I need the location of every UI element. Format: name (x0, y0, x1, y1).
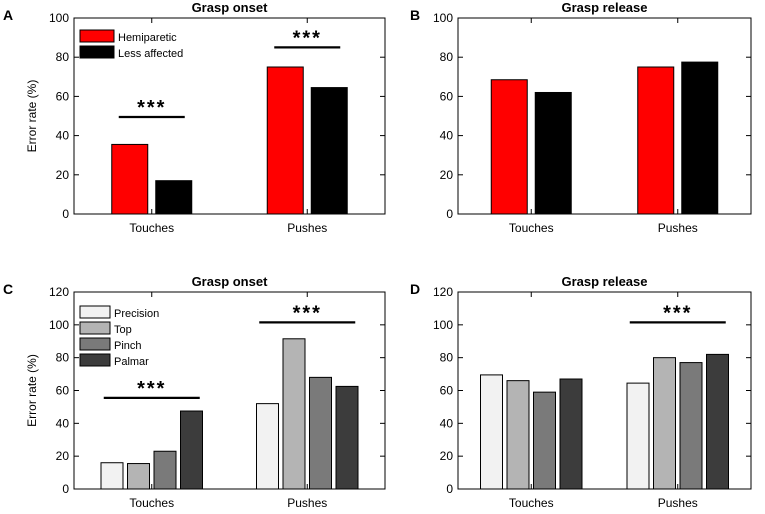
panel-a-ylabel: Error rate (%) (25, 80, 39, 153)
panel-c-title: Grasp onset (192, 274, 269, 289)
panel-a-ytick-label: 40 (56, 129, 70, 143)
panel-c-ytick-label: 120 (49, 285, 69, 299)
panel-a-ytick-label: 20 (56, 168, 70, 182)
panel-a-title: Grasp onset (192, 0, 269, 15)
panel-d-axes-box (457, 291, 752, 490)
panel-a-legend-label-hemiparetic: Hemiparetic (118, 32, 177, 44)
panel-a-ytick-label: 80 (56, 50, 70, 64)
panel-d-bar-top (653, 357, 676, 490)
panel-c-legend-swatch-precision (79, 305, 111, 319)
panel-a-bar-hemiparetic (111, 143, 149, 215)
panel-b-xtick-label: Pushes (658, 221, 698, 235)
panel-a-legend-swatch-less-affected (79, 45, 115, 59)
panel-d-bar-precision (626, 382, 650, 490)
panel-b-ytick-label: 100 (433, 11, 453, 25)
panel-c-significance-label: *** (293, 302, 322, 324)
panel-d-bar-palmar (706, 353, 729, 490)
panel-c-ytick-label: 80 (56, 351, 70, 365)
panel-c-bar-pinch (309, 376, 332, 490)
panel-b-axes-box (457, 17, 752, 215)
panel-c-bar-palmar (335, 385, 359, 490)
panel-a-ytick-label: 100 (49, 11, 69, 25)
panel-d-ytick-label: 40 (440, 416, 454, 430)
panel-c-legend-swatch-pinch (79, 337, 111, 351)
panel-b-ytick-label: 0 (446, 207, 453, 221)
panel-a-xtick-label: Pushes (287, 221, 327, 235)
panel-d-letter: D (410, 281, 420, 297)
panel-d-ytick-label: 100 (433, 318, 453, 332)
panel-c-ytick-label: 20 (56, 449, 70, 463)
panel-a-legend-label-less-affected: Less affected (118, 48, 183, 60)
panel-d-bar-pinch (679, 362, 703, 490)
panel-c-legend-label-pinch: Pinch (114, 340, 142, 352)
panel-a-ytick-label: 60 (56, 89, 70, 103)
panel-a-ytick-label: 0 (62, 207, 69, 221)
panel-b-bar-hemiparetic (637, 66, 675, 215)
panel-c-legend-swatch-palmar (79, 353, 111, 367)
panel-d-xtick-label: Pushes (658, 496, 698, 509)
panel-d-significance-label: *** (663, 302, 692, 324)
panel-a-letter: A (3, 7, 13, 23)
panel-d-bar-pinch (533, 391, 556, 490)
panel-b-ytick-label: 40 (440, 129, 454, 143)
panel-c-bar-palmar (180, 410, 203, 490)
panel-b-xtick-label: Touches (509, 221, 554, 235)
panel-c-bar-top (127, 463, 150, 490)
panel-d-ytick-label: 120 (433, 285, 453, 299)
panel-d-bar-precision (480, 374, 503, 490)
panel-c-ytick-label: 40 (56, 416, 70, 430)
panel-b-bar-hemiparetic (490, 79, 528, 215)
panel-a-bar-hemiparetic (266, 66, 304, 215)
panel-a-significance-label: *** (137, 97, 166, 119)
panel-c-bar-precision (256, 403, 279, 490)
panel-c-letter: C (3, 281, 13, 297)
panel-c-legend-label-precision: Precision (114, 308, 159, 320)
panel-c-legend-swatch-top (79, 321, 111, 335)
panel-d-ytick-label: 0 (446, 482, 453, 496)
panel-a-legend-swatch-hemiparetic (79, 29, 115, 43)
panel-b-bar-less-affected (534, 91, 572, 215)
panel-d-bar-top (506, 380, 530, 490)
panel-c-bar-pinch (153, 450, 177, 490)
panel-c-ytick-label: 0 (62, 482, 69, 496)
panel-d-title: Grasp release (561, 274, 647, 289)
panel-d-bar-palmar (559, 378, 583, 490)
panel-b-ytick-label: 60 (440, 89, 454, 103)
panel-d-ytick-label: 80 (440, 351, 454, 365)
panel-a-axes-box (73, 17, 386, 215)
panel-c-xtick-label: Pushes (287, 496, 327, 509)
panel-a-xtick-label: Touches (129, 221, 174, 235)
panel-c-significance-label: *** (137, 378, 166, 400)
panel-c-legend-label-top: Top (114, 324, 132, 336)
panel-b-letter: B (410, 7, 420, 23)
panel-c-ytick-label: 60 (56, 384, 70, 398)
panel-a-bar-less-affected (310, 87, 348, 215)
panel-b-ytick-label: 20 (440, 168, 454, 182)
panel-b-bar-less-affected (681, 61, 719, 215)
panel-c-bar-precision (100, 462, 124, 490)
panel-d-ytick-label: 60 (440, 384, 454, 398)
panel-c-axes-box (73, 291, 386, 490)
panel-c-bar-top (282, 338, 306, 490)
panel-b-ytick-label: 80 (440, 50, 454, 64)
panel-a-bar-less-affected (155, 180, 193, 215)
panel-c-xtick-label: Touches (129, 496, 174, 509)
panel-b-title: Grasp release (561, 0, 647, 15)
panel-d-ytick-label: 20 (440, 449, 454, 463)
panel-c-ytick-label: 100 (49, 318, 69, 332)
panel-c-legend-label-palmar: Palmar (114, 356, 149, 368)
panel-d-xtick-label: Touches (509, 496, 554, 509)
panel-a-significance-label: *** (293, 27, 322, 49)
panel-c-ylabel: Error rate (%) (25, 354, 39, 427)
